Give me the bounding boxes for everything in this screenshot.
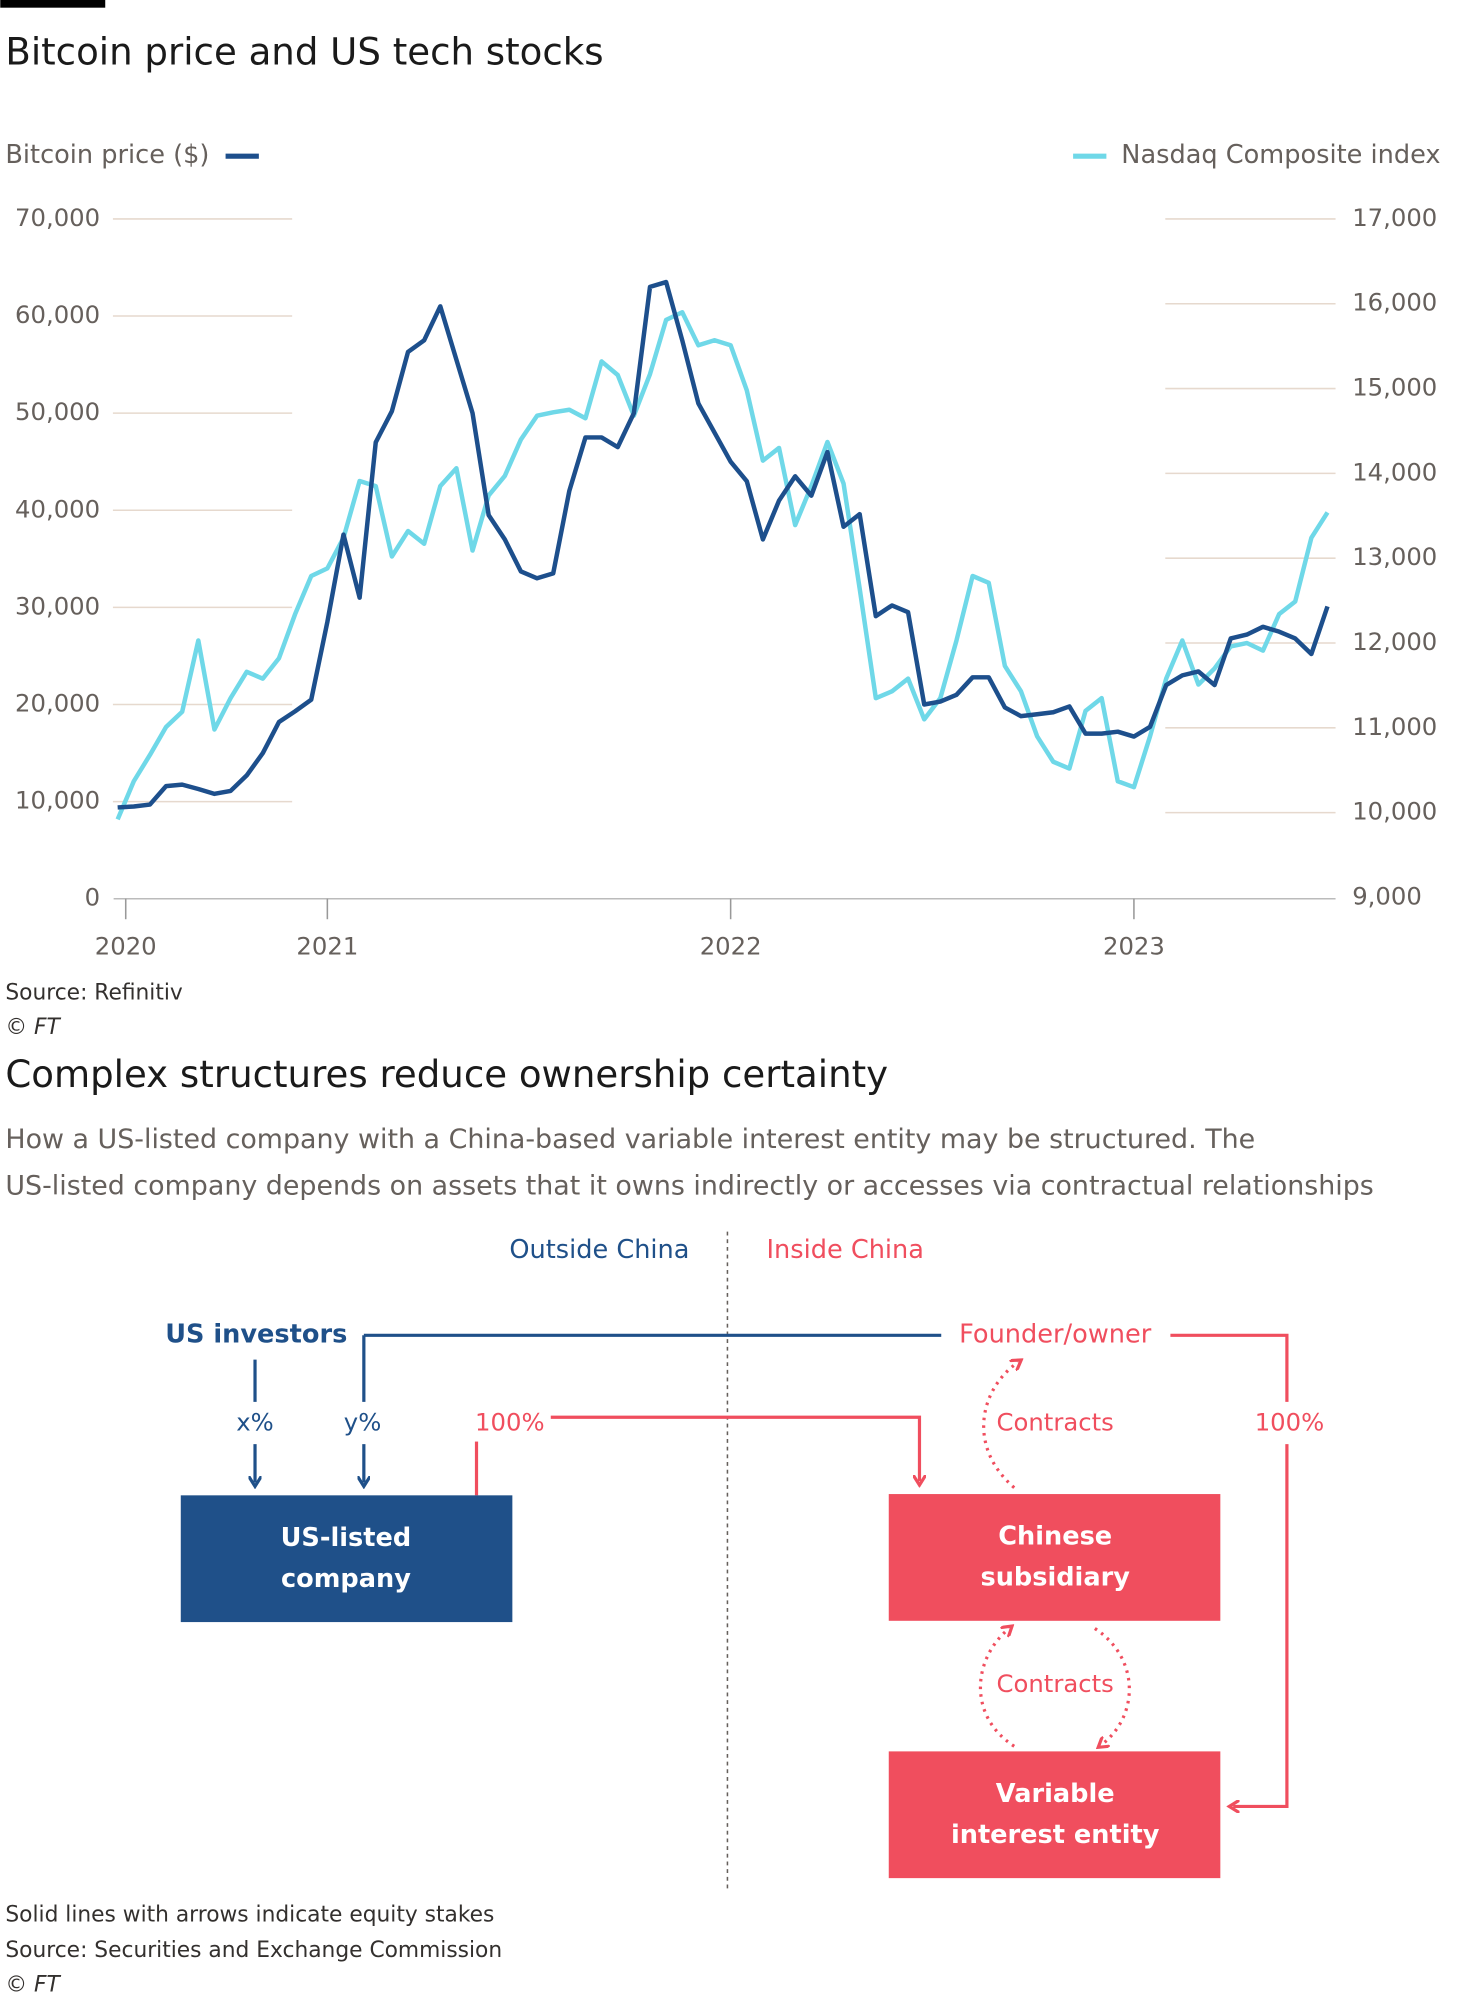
equity-line <box>253 1333 942 1402</box>
chart: 0 10,000 20,000 30,000 40,000 50,000 60,000 70,… <box>5 140 1440 960</box>
edge-label: Contracts <box>997 1408 1114 1437</box>
y2-tick-label: 17,000 <box>1352 203 1437 232</box>
node-label: Chinese <box>998 1522 1112 1552</box>
node-label: subsidiary <box>980 1563 1130 1593</box>
node-box <box>888 1751 1221 1879</box>
y-tick-label: 20,000 <box>15 689 100 718</box>
equity-arrow <box>1233 1444 1289 1806</box>
credit: © FT <box>5 1015 61 1040</box>
y2-tick-label: 10,000 <box>1352 797 1437 826</box>
legend-label: Bitcoin price ($) <box>5 140 209 170</box>
top-bar <box>0 0 106 8</box>
note: © FT <box>5 1973 61 1998</box>
y2-tick-label: 9,000 <box>1352 881 1422 910</box>
contract-arrow <box>978 1628 1016 1748</box>
y2-tick-label: 13,000 <box>1352 542 1437 571</box>
y2-tick-label: 11,000 <box>1352 712 1437 741</box>
y-tick-label: 40,000 <box>15 494 100 523</box>
series-line <box>117 279 1330 810</box>
y2-tick-label: 16,000 <box>1352 288 1437 317</box>
node-box <box>180 1495 513 1623</box>
note: Solid lines with arrows indicate equity … <box>5 1902 494 1927</box>
source: Source: Refinitiv <box>5 980 183 1005</box>
node-label: US-listed <box>281 1523 412 1553</box>
node-box <box>888 1494 1221 1621</box>
region-label: Inside China <box>766 1235 923 1265</box>
y-tick-label: 50,000 <box>15 397 100 426</box>
equity-line <box>1170 1333 1289 1402</box>
chart-title: Bitcoin price and US tech stocks <box>5 30 603 73</box>
diagram-title: Complex structures reduce ownership cert… <box>5 1053 888 1096</box>
y-tick-label: 70,000 <box>15 203 100 232</box>
note: Source: Securities and Exchange Commissi… <box>5 1938 502 1963</box>
y2-tick-label: 12,000 <box>1352 627 1437 656</box>
edge-label: y% <box>344 1408 382 1437</box>
y-tick-label: 30,000 <box>15 591 100 620</box>
diagram: Complex structures reduce ownership cert… <box>5 1053 1373 1997</box>
node-label: Variable <box>996 1779 1115 1809</box>
node-label: company <box>281 1564 411 1594</box>
x-tick-label: 2020 <box>95 931 157 960</box>
y2-tick-label: 14,000 <box>1352 457 1437 486</box>
edge-label: 100% <box>1255 1408 1325 1437</box>
subtitle: How a US-listed company with a China-bas… <box>5 1124 1255 1155</box>
y-tick-label: 10,000 <box>15 786 100 815</box>
legend-label: Nasdaq Composite index <box>1121 140 1440 170</box>
y-tick-label: 0 <box>85 883 100 912</box>
contract-arrow <box>1093 1627 1131 1745</box>
y-tick-label: 60,000 <box>15 300 100 329</box>
node-label: interest entity <box>951 1820 1160 1850</box>
x-tick-label: 2021 <box>296 931 358 960</box>
region-label: Outside China <box>509 1235 689 1265</box>
contract-arrow <box>982 1362 1018 1489</box>
edge-label: 100% <box>475 1408 545 1437</box>
x-tick-label: 2023 <box>1103 931 1165 960</box>
node-label: US investors <box>165 1319 347 1349</box>
node-label: Founder/owner <box>959 1319 1152 1349</box>
y2-tick-label: 15,000 <box>1352 373 1437 402</box>
series-line <box>115 309 1330 821</box>
edge-label: Contracts <box>997 1669 1114 1698</box>
equity-arrow <box>550 1415 920 1481</box>
edge-label: x% <box>236 1408 274 1437</box>
subtitle: US-listed company depends on assets that… <box>5 1170 1373 1201</box>
x-tick-label: 2022 <box>700 931 762 960</box>
